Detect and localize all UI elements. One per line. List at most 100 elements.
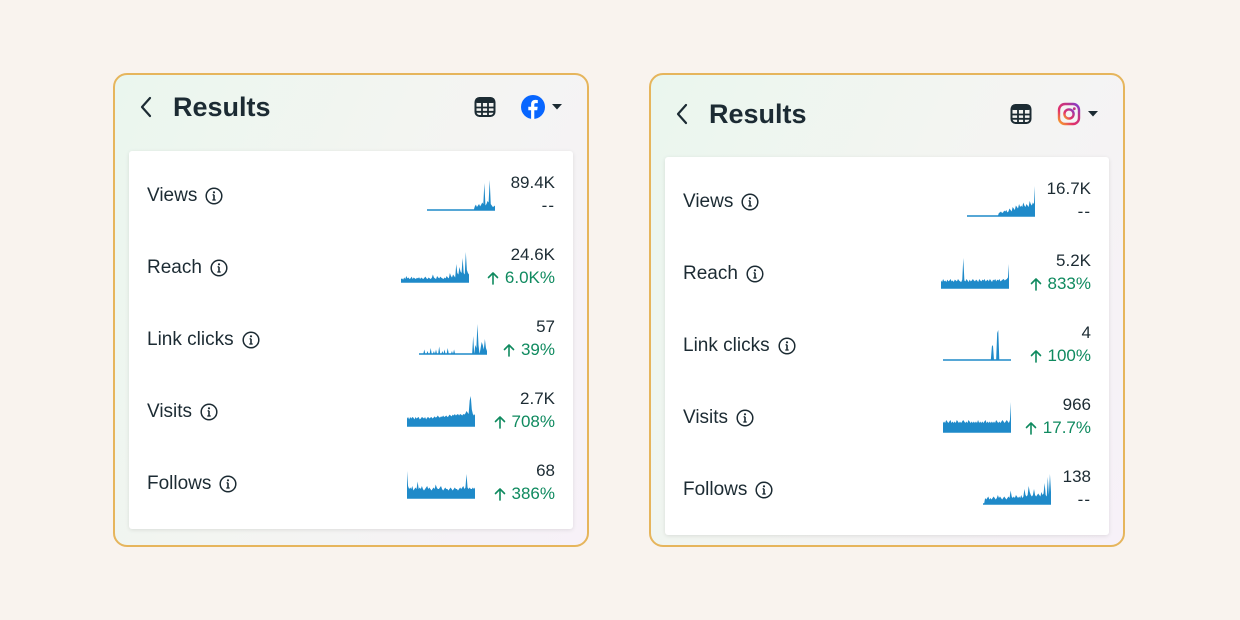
metric-row-reach[interactable]: Reach 24.6K 6.0K% xyxy=(129,231,573,303)
metric-row-link-clicks[interactable]: Link clicks 4 100% xyxy=(665,309,1109,381)
sparkline-area xyxy=(419,324,487,354)
metric-change-text: 17.7% xyxy=(1042,418,1091,437)
metrics-card: Views 89.4K -- Reach 24.6K 6.0K% Link clicks 57… xyxy=(129,151,573,529)
metric-change-text: 386% xyxy=(511,484,555,503)
metric-change: -- xyxy=(1078,202,1091,222)
sparkline-chart xyxy=(983,474,1051,505)
metric-label: Reach xyxy=(683,263,764,285)
metric-label-text: Link clicks xyxy=(147,329,234,350)
facebook-icon xyxy=(521,95,545,119)
sparkline-area xyxy=(407,471,475,498)
metrics-card: Views 16.7K -- Reach 5.2K 833% Link clicks 4 100… xyxy=(665,157,1109,535)
sparkline-chart xyxy=(967,186,1035,217)
sparkline-area xyxy=(943,330,1011,360)
metric-value: 24.6K xyxy=(510,245,555,264)
metric-label: Link clicks xyxy=(147,329,260,351)
platform-selector[interactable] xyxy=(1057,101,1105,127)
metric-label-text: Link clicks xyxy=(683,335,770,356)
metric-label: Views xyxy=(683,191,759,213)
panel-header: Results xyxy=(115,77,587,137)
metric-label: Reach xyxy=(147,257,228,279)
arrow-up-icon xyxy=(1025,422,1037,435)
metric-row-views[interactable]: Views 16.7K -- xyxy=(665,165,1109,237)
table-icon xyxy=(474,97,496,117)
metric-label-text: Visits xyxy=(147,401,193,422)
panel-header: Results xyxy=(651,84,1123,144)
metric-label-text: Visits xyxy=(683,407,729,428)
chevron-left-icon xyxy=(140,96,152,118)
metric-label-text: Reach xyxy=(147,257,202,278)
metric-change: 833% xyxy=(1030,274,1091,294)
results-panel-facebook: Results Views 89.4K -- Reach 24.6K 6.0K% Link … xyxy=(113,73,589,547)
metric-label-text: Follows xyxy=(683,479,748,500)
metric-label: Follows xyxy=(683,479,773,501)
info-icon[interactable] xyxy=(205,187,223,205)
sparkline-area xyxy=(407,396,475,426)
info-icon[interactable] xyxy=(778,337,796,355)
platform-selector[interactable] xyxy=(521,94,569,120)
metric-change: 17.7% xyxy=(1025,418,1091,438)
metric-change-text: 39% xyxy=(520,340,555,359)
back-button[interactable] xyxy=(135,96,157,118)
metric-value: 57 xyxy=(536,317,555,336)
metric-value: 2.7K xyxy=(520,389,555,408)
arrow-up-icon xyxy=(494,488,505,501)
metric-label-text: Views xyxy=(147,185,198,206)
sparkline-chart xyxy=(943,330,1011,361)
info-icon[interactable] xyxy=(242,331,260,349)
page-title: Results xyxy=(709,98,807,129)
metric-label: Views xyxy=(147,185,223,207)
sparkline-area xyxy=(401,252,469,282)
sparkline-chart xyxy=(407,471,475,499)
metric-label: Follows xyxy=(147,473,237,495)
info-icon[interactable] xyxy=(200,403,218,421)
info-icon[interactable] xyxy=(210,259,228,277)
metric-value: 4 xyxy=(1081,323,1091,342)
info-icon[interactable] xyxy=(219,475,237,493)
arrow-up-icon xyxy=(1030,278,1041,291)
metric-row-follows[interactable]: Follows 138 -- xyxy=(665,453,1109,525)
metric-row-link-clicks[interactable]: Link clicks 57 39% xyxy=(129,303,573,375)
info-icon[interactable] xyxy=(736,409,754,427)
caret-down-icon xyxy=(552,104,562,110)
metric-change-text: 833% xyxy=(1047,274,1091,293)
metric-change: 708% xyxy=(494,412,555,432)
sparkline-chart xyxy=(943,402,1011,433)
sparkline-chart xyxy=(401,252,469,283)
metric-change-text: -- xyxy=(541,196,555,215)
arrow-up-icon xyxy=(1030,350,1041,363)
table-view-button[interactable] xyxy=(473,95,497,119)
metric-row-reach[interactable]: Reach 5.2K 833% xyxy=(665,237,1109,309)
metric-value: 68 xyxy=(536,461,555,480)
results-panel-instagram: Results xyxy=(649,73,1125,547)
table-icon xyxy=(1010,104,1032,124)
metric-label-text: Follows xyxy=(147,473,212,494)
metric-row-visits[interactable]: Visits 966 17.7% xyxy=(665,381,1109,453)
instagram-icon xyxy=(1057,102,1081,126)
metric-row-visits[interactable]: Visits 2.7K 708% xyxy=(129,375,573,447)
table-view-button[interactable] xyxy=(1009,102,1033,126)
metric-value: 16.7K xyxy=(1046,179,1091,198)
metric-label-text: Reach xyxy=(683,263,738,284)
sparkline-area xyxy=(427,180,495,210)
page-title: Results xyxy=(173,91,271,122)
metric-change-text: -- xyxy=(1077,202,1091,221)
metric-row-views[interactable]: Views 89.4K -- xyxy=(129,159,573,231)
sparkline-area xyxy=(943,402,1011,432)
info-icon[interactable] xyxy=(755,481,773,499)
metric-change-text: 100% xyxy=(1047,346,1091,365)
metric-label-text: Views xyxy=(683,191,734,212)
back-button[interactable] xyxy=(671,103,693,125)
metric-value: 89.4K xyxy=(510,173,555,192)
info-icon[interactable] xyxy=(741,193,759,211)
metric-value: 5.2K xyxy=(1056,251,1091,270)
metric-change: 39% xyxy=(503,340,555,360)
metric-value: 138 xyxy=(1062,467,1091,486)
metric-change: 6.0K% xyxy=(487,268,555,288)
metric-row-follows[interactable]: Follows 68 386% xyxy=(129,447,573,519)
metric-change-text: -- xyxy=(1077,490,1091,509)
info-icon[interactable] xyxy=(746,265,764,283)
sparkline-chart xyxy=(427,180,495,211)
arrow-up-icon xyxy=(487,272,499,285)
sparkline-area xyxy=(983,474,1051,504)
